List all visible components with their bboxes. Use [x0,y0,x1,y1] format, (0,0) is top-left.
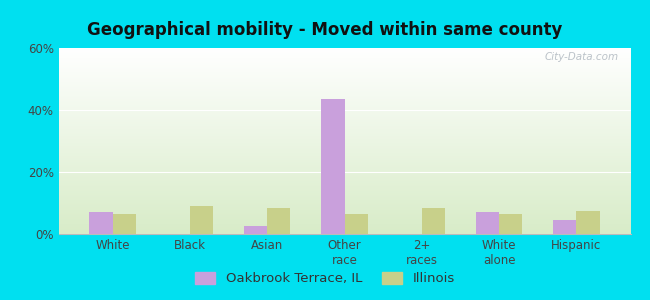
Legend: Oakbrook Terrace, IL, Illinois: Oakbrook Terrace, IL, Illinois [190,266,460,290]
Bar [553,220,577,234]
Bar [577,211,599,234]
Bar [321,99,345,234]
Bar [244,226,267,234]
Bar [267,208,291,234]
Text: Geographical mobility - Moved within same county: Geographical mobility - Moved within sam… [87,21,563,39]
Bar [476,212,499,234]
Bar [499,214,523,234]
Bar [422,208,445,234]
Bar [112,214,136,234]
Bar [190,206,213,234]
Text: City-Data.com: City-Data.com [545,52,619,62]
Bar [344,214,368,234]
Bar [90,212,112,234]
